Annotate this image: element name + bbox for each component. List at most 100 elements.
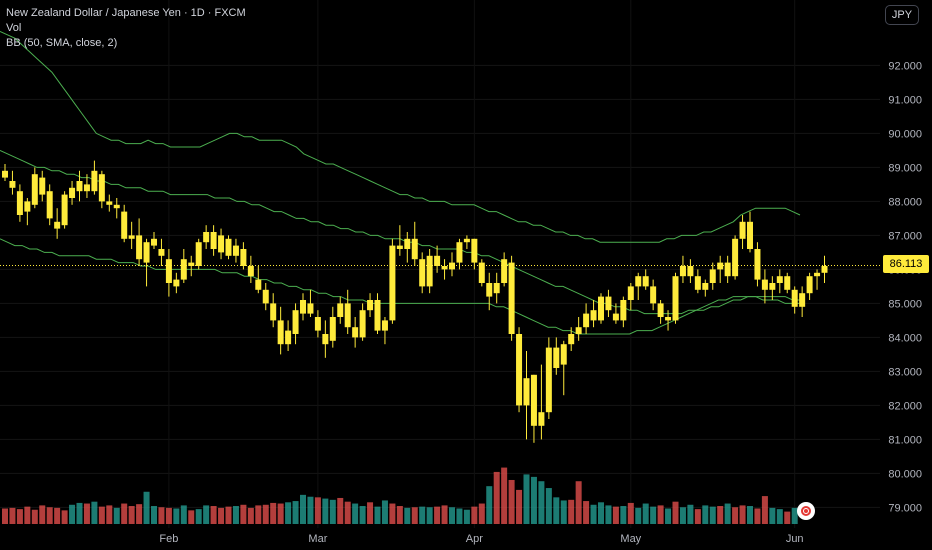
volume-bar	[761, 496, 768, 524]
price-axis[interactable]: 92.00091.00090.00089.00088.00087.00086.0…	[888, 60, 922, 514]
volume-bar	[687, 504, 694, 524]
price-tick-label: 88.000	[888, 196, 922, 208]
candle-body	[516, 334, 523, 406]
volume-bar	[717, 506, 724, 524]
bollinger-label[interactable]: BB (50, SMA, close, 2)	[6, 37, 118, 49]
volume-bar	[69, 504, 76, 524]
record-icon	[801, 506, 811, 516]
bollinger-upper-line	[0, 30, 801, 243]
price-tick-label: 83.000	[888, 366, 922, 378]
candle-body	[434, 255, 441, 266]
candle-body	[672, 276, 679, 321]
candle-body	[665, 317, 672, 321]
volume-bar	[98, 506, 105, 524]
volume-bar	[605, 505, 612, 524]
volume-bars	[2, 467, 798, 524]
candle-body	[39, 177, 46, 195]
candle-body	[337, 303, 344, 317]
candle-body	[106, 201, 113, 205]
candle-body	[411, 238, 418, 260]
volume-bar	[709, 506, 716, 524]
volume-bar	[180, 505, 187, 524]
candle-body	[784, 276, 791, 290]
candle-body	[791, 289, 798, 307]
candle-body	[635, 276, 642, 287]
currency-button[interactable]: JPY	[885, 5, 919, 25]
volume-bar	[672, 501, 679, 524]
candle-body	[575, 327, 582, 334]
volume-bar	[776, 509, 783, 524]
candle-body	[232, 245, 239, 256]
volume-bar	[553, 497, 560, 524]
volume-bar	[478, 503, 485, 524]
volume-label[interactable]: Vol	[6, 22, 22, 34]
price-tick-label: 85.000	[888, 298, 922, 310]
record-button[interactable]	[797, 502, 815, 520]
symbol-title[interactable]: New Zealand Dollar / Japanese Yen · 1D ·…	[6, 7, 246, 19]
candle-body	[620, 300, 627, 321]
bollinger-bands	[0, 30, 801, 335]
candle-body	[188, 262, 195, 266]
candle-body	[724, 262, 731, 277]
volume-bar	[598, 502, 604, 524]
candle-body	[799, 293, 806, 307]
candle-body	[270, 303, 277, 321]
candle-body	[538, 412, 545, 426]
candle-body	[285, 330, 292, 345]
candle-body	[322, 334, 329, 345]
candle-body	[419, 259, 426, 287]
candle-body	[113, 204, 120, 209]
volume-bar	[381, 500, 388, 524]
candle-body	[255, 279, 262, 290]
volume-bar	[791, 507, 798, 524]
volume-bar	[694, 509, 701, 524]
volume-bar	[203, 505, 210, 524]
chart-legend: New Zealand Dollar / Japanese Yen · 1D ·…	[6, 6, 246, 51]
volume-bar	[575, 481, 582, 524]
candle-body	[598, 296, 604, 321]
volume-bar	[635, 507, 642, 524]
candle-body	[24, 201, 31, 212]
candle-body	[754, 249, 761, 280]
volume-bar	[247, 507, 254, 524]
candle-body	[508, 262, 515, 334]
candle-body	[352, 327, 359, 338]
candle-body	[471, 238, 478, 263]
volume-bar	[136, 504, 143, 524]
candle-body	[240, 249, 247, 266]
candle-body	[98, 174, 105, 202]
candle-body	[121, 211, 128, 239]
volume-bar	[568, 499, 575, 524]
candle-body	[307, 303, 314, 314]
price-tick-label: 89.000	[888, 162, 922, 174]
candle-body	[709, 269, 716, 283]
volume-bar	[225, 506, 232, 524]
candle-body	[806, 276, 813, 294]
candle-body	[814, 272, 821, 277]
volume-bar	[471, 506, 478, 524]
volume-bar	[128, 506, 135, 524]
volume-bar	[650, 506, 657, 524]
time-axis[interactable]: Feb Mar Apr May Jun	[159, 533, 803, 545]
volume-bar	[314, 497, 321, 524]
volume-bar	[754, 508, 761, 524]
time-tick-label: Mar	[308, 533, 327, 545]
volume-bar	[747, 506, 753, 524]
volume-bar	[46, 507, 53, 524]
price-tick-label: 82.000	[888, 400, 922, 412]
candle-body	[143, 242, 150, 263]
volume-bar	[277, 503, 284, 524]
volume-bar	[121, 503, 128, 524]
candle-body	[158, 249, 165, 256]
volume-bar	[411, 507, 418, 524]
candle-body	[54, 221, 61, 229]
volume-bar	[322, 498, 329, 524]
volume-bar	[434, 506, 441, 524]
candle-body	[31, 174, 38, 205]
volume-bar	[784, 511, 791, 524]
volume-bar	[2, 508, 8, 524]
candle-body	[583, 313, 590, 328]
price-tick-label: 91.000	[888, 94, 922, 106]
candle-body	[694, 276, 701, 290]
